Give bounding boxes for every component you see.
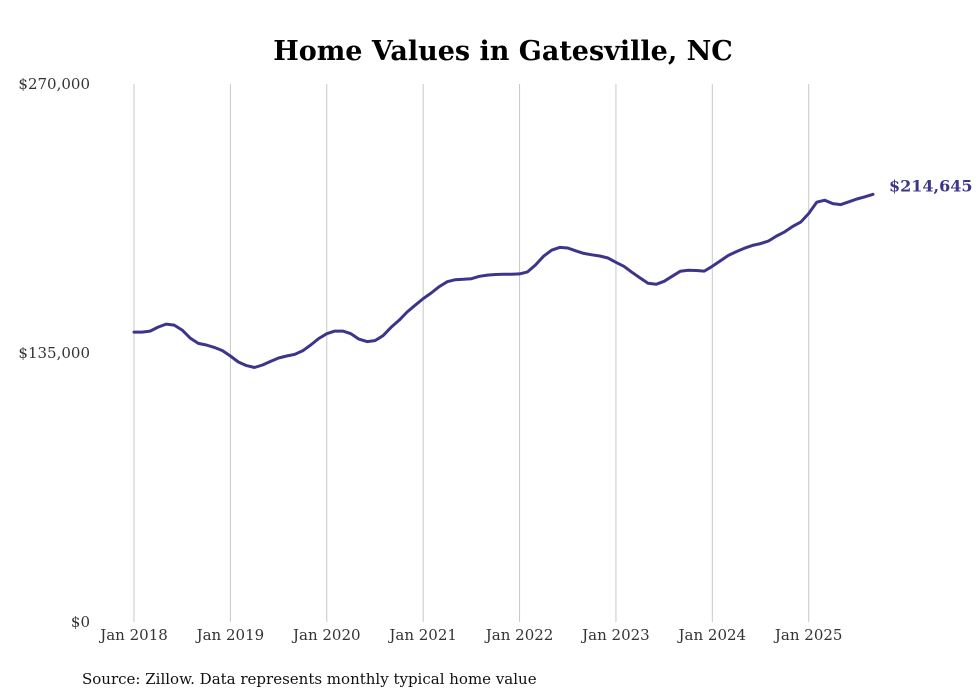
y-axis-ticks: $0 $135,000 $270,000 (18, 75, 90, 631)
end-value-label: $214,645 (889, 176, 973, 195)
series-layer (132, 192, 875, 369)
x-tick-label-3: Jan 2021 (387, 626, 457, 644)
y-tick-label-2: $270,000 (18, 75, 90, 93)
series-line-0 (132, 192, 875, 369)
grid-layer (133, 84, 810, 622)
x-tick-label-6: Jan 2024 (677, 626, 747, 644)
y-tick-label-1: $135,000 (18, 344, 90, 362)
x-axis-ticks: Jan 2018 Jan 2019 Jan 2020 Jan 2021 Jan 2022… (98, 626, 842, 644)
x-tick-label-1: Jan 2019 (195, 626, 265, 644)
x-tick-label-5: Jan 2023 (580, 626, 650, 644)
x-tick-label-7: Jan 2025 (773, 626, 843, 644)
source-note: Source: Zillow. Data represents monthly … (82, 670, 537, 688)
y-tick-label-0: $0 (71, 613, 90, 631)
x-tick-label-4: Jan 2022 (484, 626, 554, 644)
x-tick-label-0: Jan 2018 (98, 626, 168, 644)
chart-title: Home Values in Gatesville, NC (273, 36, 733, 67)
x-tick-label-2: Jan 2020 (291, 626, 361, 644)
